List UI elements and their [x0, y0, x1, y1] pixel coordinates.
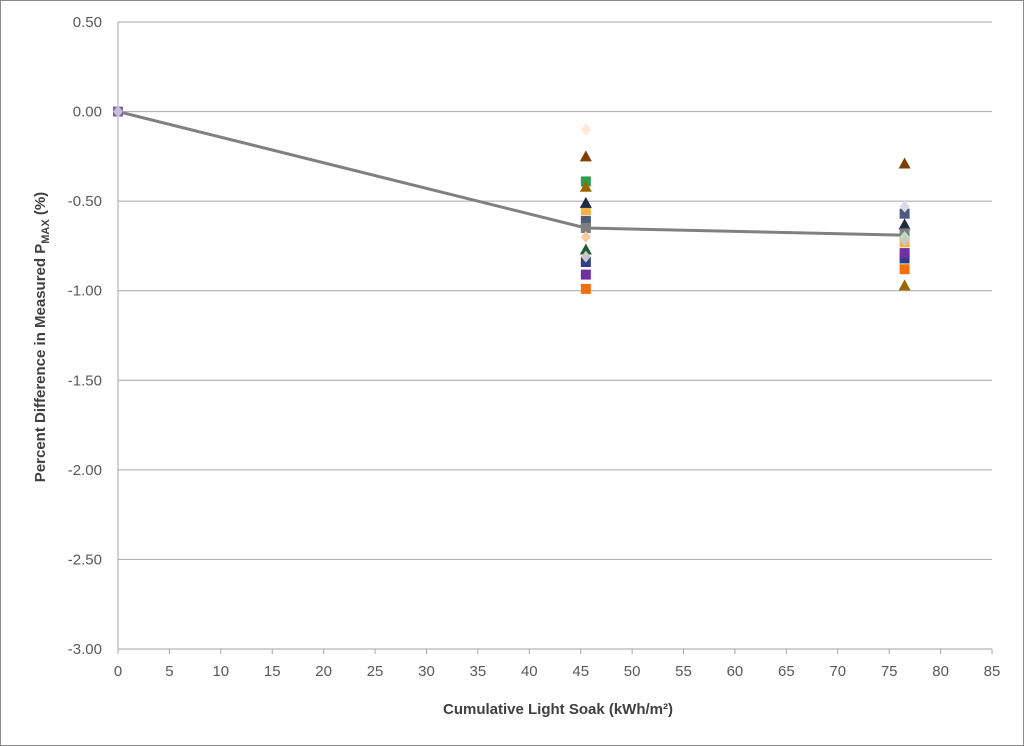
- x-tick-label: 35: [470, 663, 487, 680]
- data-point-square: [899, 208, 910, 219]
- x-tick-label: 30: [418, 663, 435, 680]
- x-tick-label: 15: [264, 663, 281, 680]
- data-point-square: [899, 264, 910, 275]
- data-point-square: [899, 253, 910, 264]
- x-tick-label: 20: [315, 663, 332, 680]
- x-tick-label: 10: [212, 663, 229, 680]
- data-point-diamond: [580, 230, 591, 243]
- x-tick-label: 70: [829, 663, 846, 680]
- data-point-square: [580, 269, 591, 280]
- data-point-square: [580, 223, 591, 234]
- y-tick-label: -1.00: [68, 283, 102, 300]
- y-tick-label: -2.00: [68, 462, 102, 479]
- x-tick-label: 0: [114, 663, 122, 680]
- y-tick-label: -2.50: [68, 551, 102, 568]
- x-tick-label: 55: [675, 663, 692, 680]
- data-point-triangle: [898, 218, 911, 230]
- data-point-square: [580, 283, 591, 294]
- data-point-square: [899, 248, 910, 259]
- data-point-diamond: [113, 105, 123, 118]
- y-tick-label: 0.50: [73, 14, 102, 31]
- x-tick-label: 50: [624, 663, 641, 680]
- x-tick-label: 25: [367, 663, 384, 680]
- data-point-square: [580, 205, 591, 216]
- x-axis-title: Cumulative Light Soak (kWh/m²): [443, 701, 673, 718]
- data-point-diamond: [899, 234, 910, 247]
- data-point-diamond: [580, 123, 591, 136]
- y-tick-label: -0.50: [68, 193, 102, 210]
- x-tick-label: 85: [984, 663, 1001, 680]
- x-tick-label: 80: [932, 663, 949, 680]
- data-point-triangle: [579, 150, 592, 162]
- x-tick-label: 60: [727, 663, 744, 680]
- data-point-triangle: [579, 243, 592, 255]
- data-point-triangle: [898, 279, 911, 291]
- data-point-triangle: [579, 196, 592, 208]
- data-point-diamond: [580, 250, 591, 263]
- y-axis-title: Percent Difference in Measured PMAX (%): [32, 192, 52, 482]
- data-point-triangle: [898, 157, 911, 169]
- data-point-triangle: [579, 180, 592, 192]
- y-tick-label: 0.00: [73, 104, 102, 121]
- data-point-diamond: [899, 200, 910, 213]
- data-point-square: [580, 215, 591, 226]
- x-tick-label: 40: [521, 663, 538, 680]
- x-tick-label: 75: [881, 663, 898, 680]
- y-tick-label: -3.00: [68, 641, 102, 658]
- x-tick-label: 5: [165, 663, 173, 680]
- y-tick-label: -1.50: [68, 372, 102, 389]
- x-tick-label: 45: [572, 663, 589, 680]
- average-line: [117, 110, 905, 237]
- x-tick-label: 65: [778, 663, 795, 680]
